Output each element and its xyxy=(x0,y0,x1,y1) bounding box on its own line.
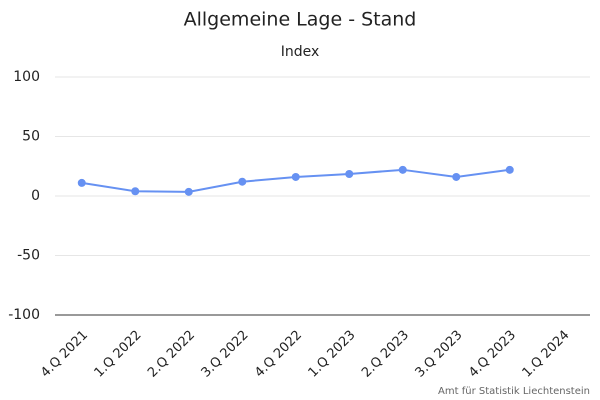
y-tick-label: -50 xyxy=(17,248,40,264)
point xyxy=(238,177,247,186)
point xyxy=(291,172,300,181)
x-tick-label: 4.Q 2023 xyxy=(466,328,519,381)
point xyxy=(345,169,354,178)
x-tick-label: 1.Q 2024 xyxy=(520,328,573,381)
x-tick-label: 1.Q 2023 xyxy=(306,328,359,381)
point xyxy=(77,178,86,187)
y-tick-label: -100 xyxy=(8,307,40,323)
chart-title: Allgemeine Lage - Stand xyxy=(184,9,417,31)
point xyxy=(452,172,461,181)
point xyxy=(184,187,193,196)
y-tick-label: 0 xyxy=(31,188,40,204)
x-tick-label: 2.Q 2022 xyxy=(145,328,198,381)
x-tick-label: 3.Q 2023 xyxy=(413,328,466,381)
x-tick-label: 1.Q 2022 xyxy=(92,328,145,381)
credit: Amt für Statistik Liechtenstein xyxy=(438,386,590,397)
y-tick-label: 100 xyxy=(13,69,40,85)
point xyxy=(131,187,140,196)
chart-subtitle: Index xyxy=(281,44,320,60)
point xyxy=(505,165,514,174)
x-tick-label: 4.Q 2022 xyxy=(252,328,305,381)
y-tick-label: 50 xyxy=(22,129,40,145)
x-tick-label: 2.Q 2023 xyxy=(359,328,412,381)
x-tick-label: 4.Q 2021 xyxy=(38,328,91,381)
point xyxy=(398,165,407,174)
x-tick-label: 3.Q 2022 xyxy=(199,328,252,381)
